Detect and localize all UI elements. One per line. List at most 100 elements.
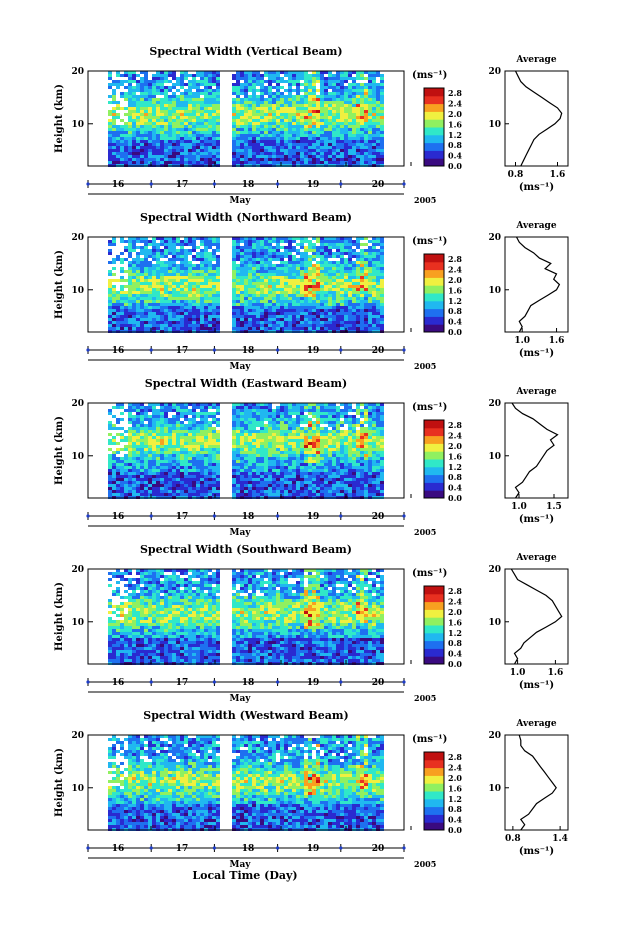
heatmap-cell (288, 119, 292, 122)
heatmap-cell (172, 294, 176, 297)
heatmap-cell (120, 294, 124, 297)
heatmap-cell (248, 300, 252, 303)
colorbar-tick-label: 2.4 (448, 265, 462, 275)
heatmap-cell (196, 487, 200, 490)
heatmap-cell (232, 240, 236, 243)
heatmap-cell (348, 71, 352, 74)
heatmap-cell (184, 469, 188, 472)
heatmap-cell (248, 122, 252, 125)
heatmap-cell (192, 255, 196, 258)
heatmap-cell (236, 155, 240, 158)
colorbar-frame (423, 87, 445, 167)
heatmap-cell (324, 297, 328, 300)
heatmap-cell (316, 303, 320, 306)
heatmap-cell (268, 282, 272, 285)
heatmap-cell (348, 152, 352, 155)
heatmap-cell (196, 264, 200, 267)
heatmap-cell (212, 267, 216, 270)
heatmap-cell (336, 303, 340, 306)
heatmap-cell (272, 137, 276, 140)
heatmap-cell (120, 433, 124, 436)
heatmap-cell (160, 436, 164, 439)
heatmap-cell (296, 140, 300, 143)
heatmap-cell (140, 98, 144, 101)
heatmap-cell (212, 146, 216, 149)
heatmap-cell (184, 104, 188, 107)
heatmap-cell (112, 490, 116, 493)
heatmap-cell (124, 107, 128, 110)
heatmap-cell (144, 74, 148, 77)
heatmap-cell (292, 288, 296, 291)
heatmap-cell (208, 74, 212, 77)
heatmap-cell (120, 119, 124, 122)
heatmap-cell (116, 149, 120, 152)
heatmap-cell (180, 291, 184, 294)
heatmap-cell (144, 131, 148, 134)
heatmap-cell (296, 306, 300, 309)
heatmap-cell (204, 128, 208, 131)
heatmap-cell (320, 83, 324, 86)
heatmap-cell (160, 285, 164, 288)
heatmap-cell (300, 303, 304, 306)
heatmap-cell (188, 436, 192, 439)
heatmap-cell (184, 258, 188, 261)
heatmap-cell (236, 255, 240, 258)
heatmap-cell (304, 161, 308, 164)
heatmap-cell (368, 315, 372, 318)
heatmap-cell (152, 282, 156, 285)
heatmap-cell (156, 306, 160, 309)
heatmap-cell (256, 294, 260, 297)
heatmap-cell (288, 104, 292, 107)
heatmap-cell (152, 149, 156, 152)
heatmap-cell (316, 158, 320, 161)
heatmap-cell (352, 137, 356, 140)
heatmap-cell (352, 71, 356, 74)
heatmap-cell (144, 83, 148, 86)
heatmap-cell (252, 288, 256, 291)
heatmap-cell (156, 146, 160, 149)
heatmap-cell (148, 466, 152, 469)
heatmap-cell (300, 134, 304, 137)
heatmap-cell (172, 270, 176, 273)
heatmap-cell (272, 270, 276, 273)
heatmap-cell (196, 258, 200, 261)
heatmap-cell (264, 119, 268, 122)
heatmap-cell (380, 119, 384, 122)
heatmap-cell (336, 134, 340, 137)
heatmap-cell (200, 249, 204, 252)
heatmap-cell (380, 122, 384, 125)
heatmap-cell (236, 418, 240, 421)
heatmap-cell (176, 478, 180, 481)
heatmap-cell (164, 273, 168, 276)
heatmap-cell (336, 116, 340, 119)
heatmap-cell (124, 439, 128, 442)
heatmap-cell (116, 451, 120, 454)
heatmap-cell (128, 481, 132, 484)
heatmap-cell (160, 86, 164, 89)
heatmap-cell (256, 152, 260, 155)
heatmap-cell (180, 98, 184, 101)
heatmap-cell (152, 433, 156, 436)
heatmap-cell (276, 300, 280, 303)
heatmap-cell (256, 77, 260, 80)
heatmap-cell (152, 152, 156, 155)
heatmap-cell (140, 104, 144, 107)
heatmap-cell (144, 101, 148, 104)
heatmap-cell (284, 110, 288, 113)
heatmap-cell (248, 110, 252, 113)
heatmap-cell (232, 424, 236, 427)
heatmap-cell (192, 481, 196, 484)
heatmap-cell (296, 107, 300, 110)
x-tick-label: 16 (112, 346, 125, 356)
heatmap-cell (108, 131, 112, 134)
heatmap-cell (200, 291, 204, 294)
heatmap-cell (132, 80, 136, 83)
heatmap-cell (236, 273, 240, 276)
heatmap-cell (140, 306, 144, 309)
heatmap-cell (248, 89, 252, 92)
heatmap-cell (148, 101, 152, 104)
heatmap-cell (240, 86, 244, 89)
heatmap-cell (296, 146, 300, 149)
heatmap-cell (172, 478, 176, 481)
heatmap-cell (152, 80, 156, 83)
